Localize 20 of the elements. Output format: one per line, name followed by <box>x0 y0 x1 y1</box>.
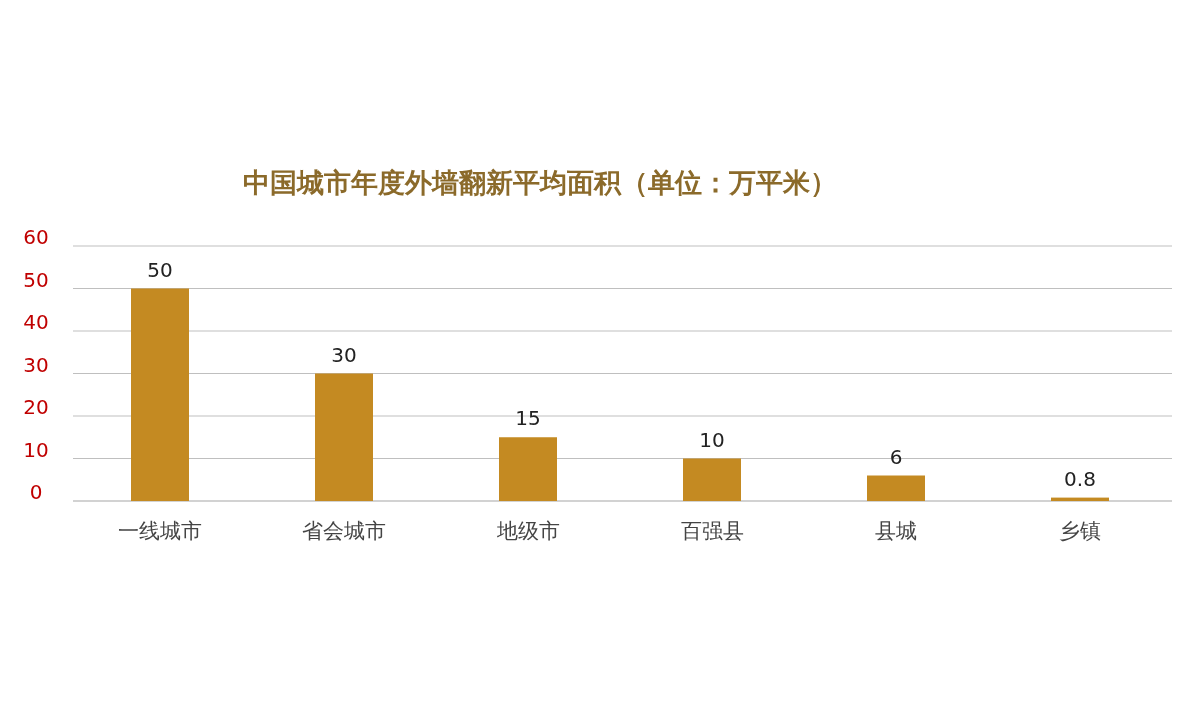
data-label: 15 <box>515 406 541 431</box>
x-tick-label: 省会城市 <box>302 519 386 543</box>
data-label: 6 <box>889 444 903 469</box>
x-tick-label: 地级市 <box>495 519 560 543</box>
y-tick-label: 50 <box>23 267 49 292</box>
y-tick-label: 40 <box>23 310 49 334</box>
y-tick-label: 60 <box>23 225 49 249</box>
data-label: 50 <box>147 257 173 282</box>
y-tick-label: 30 <box>23 352 49 377</box>
chart-title: 中国城市年度外墙翻新平均面积（单位：万平米） <box>243 167 837 198</box>
y-tick-label: 0 <box>29 480 43 504</box>
data-label: 30 <box>331 342 357 367</box>
y-tick-label: 20 <box>23 395 49 419</box>
x-tick-label: 乡镇 <box>1059 519 1101 543</box>
x-tick-label: 一线城市 <box>118 519 202 543</box>
x-tick-label: 县城 <box>875 519 917 543</box>
x-tick-label: 百强县 <box>680 519 744 543</box>
data-label: 0.8 <box>1064 466 1096 491</box>
y-tick-label: 10 <box>23 437 49 462</box>
data-label: 10 <box>699 427 725 452</box>
